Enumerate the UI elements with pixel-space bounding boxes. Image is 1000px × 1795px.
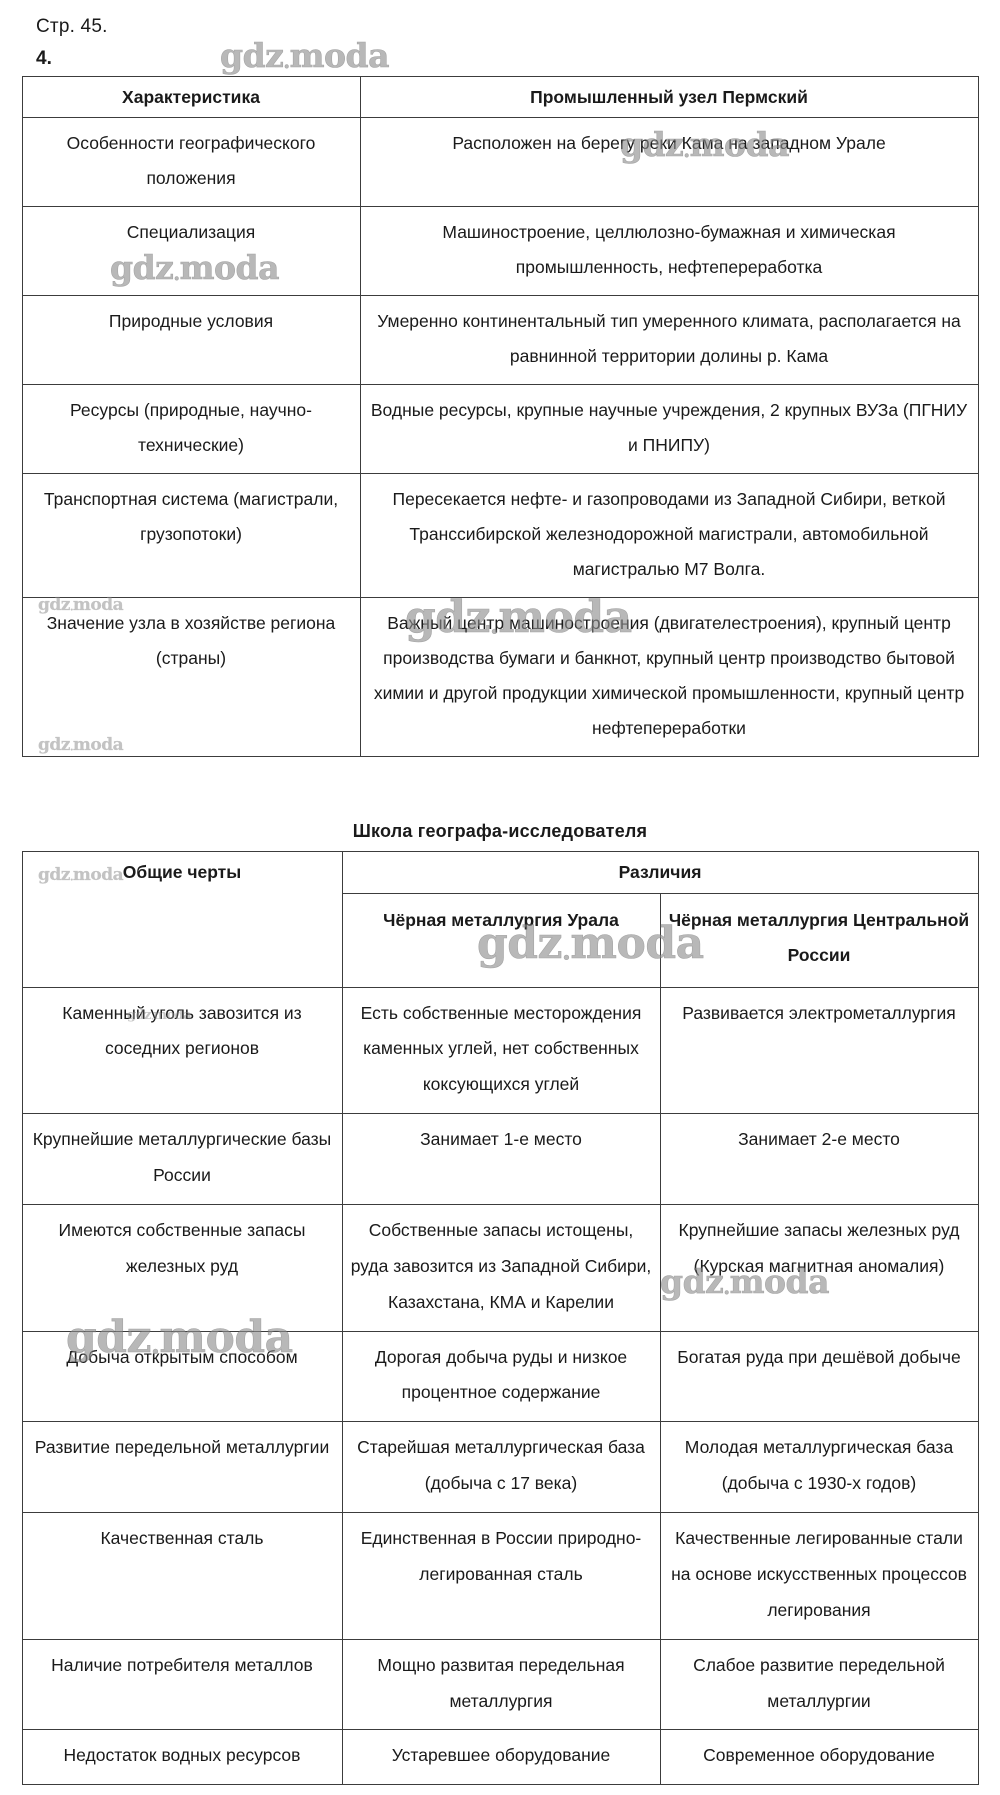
column-header-central-russia-metallurgy: Чёрная металлургия Центральной России <box>659 892 979 988</box>
cell-central: Молодая металлургическая база (добыча с … <box>659 1421 979 1513</box>
cell-ural: Устаревшее оборудование <box>341 1729 661 1786</box>
cell-central: Современное оборудование <box>659 1729 979 1786</box>
cell-characteristic: Ресурсы (природные, научно-технические) <box>21 384 361 475</box>
table-row: Добыча открытым способом Дорогая добыча … <box>21 1330 979 1423</box>
cell-value: Расположен на берегу реки Кама на западн… <box>359 117 979 208</box>
table-row: Имеются собственные запасы железных руд … <box>21 1203 979 1332</box>
cell-central: Развивается электрометаллургия <box>659 986 979 1115</box>
task-number: 4. <box>36 48 52 69</box>
table-header-row-sub: Чёрная металлургия Урала Чёрная металлур… <box>22 892 979 988</box>
cell-characteristic: Природные условия <box>21 295 361 386</box>
cell-common: Добыча открытым способом <box>21 1330 343 1423</box>
cell-ural: Собственные запасы истощены, руда завози… <box>341 1203 661 1332</box>
column-header-ural-metallurgy: Чёрная металлургия Урала <box>341 892 661 988</box>
cell-central: Слабое развитие передельной металлургии <box>659 1638 979 1731</box>
column-header-node: Промышленный узел Пермский <box>359 75 979 119</box>
page-reference: Стр. 45. <box>36 16 108 37</box>
table-row: Каменный уголь завозится из соседних рег… <box>21 986 979 1115</box>
column-header-characteristic: Характеристика <box>21 75 361 119</box>
table-row: Особенности географического положения Ра… <box>21 117 979 208</box>
cell-ural: Занимает 1-е место <box>341 1113 661 1205</box>
table-row: Недостаток водных ресурсов Устаревшее об… <box>21 1729 979 1786</box>
cell-central: Занимает 2-е место <box>659 1113 979 1205</box>
cell-ural: Есть собственные месторождения каменных … <box>341 986 661 1115</box>
table-header-row-top: Общие черты Различия <box>21 851 979 988</box>
cell-common: Имеются собственные запасы железных руд <box>21 1203 343 1332</box>
cell-value: Умеренно континентальный тип умеренного … <box>359 295 979 386</box>
cell-central: Крупнейшие запасы железных руд (Курская … <box>659 1203 979 1332</box>
table-row: Ресурсы (природные, научно-технические) … <box>21 384 979 475</box>
cell-characteristic: Транспортная система (магистрали, грузоп… <box>21 473 361 599</box>
cell-ural: Дорогая добыча руды и низкое процентное … <box>341 1330 661 1423</box>
cell-value: Машиностроение, целлюлозно-бумажная и хи… <box>359 206 979 297</box>
cell-central: Качественные легированные стали на основ… <box>659 1512 979 1640</box>
cell-common: Наличие потребителя металлов <box>21 1638 343 1731</box>
table-row: Транспортная система (магистрали, грузоп… <box>21 473 979 599</box>
cell-common: Развитие передельной металлургии <box>21 1421 343 1513</box>
table-row: Значение узла в хозяйстве региона (стран… <box>21 597 979 758</box>
cell-ural: Старейшая металлургическая база (добыча … <box>341 1421 661 1513</box>
table-industrial-node-perm: Характеристика Промышленный узел Пермски… <box>21 75 979 758</box>
table-row: Специализация Машиностроение, целлюлозно… <box>21 206 979 297</box>
cell-value: Важный центр машиностроения (двигателест… <box>359 597 979 758</box>
cell-value: Пересекается нефте- и газопроводами из З… <box>359 473 979 599</box>
cell-ural: Мощно развитая передельная металлургия <box>341 1638 661 1731</box>
table-metallurgy-comparison: Общие черты Различия Чёрная металлургия … <box>21 851 979 1786</box>
cell-characteristic: Специализация <box>21 206 361 297</box>
table-row: Качественная сталь Единственная в России… <box>21 1512 979 1640</box>
cell-ural: Единственная в России природно-легирован… <box>341 1512 661 1640</box>
cell-central: Богатая руда при дешёвой добыче <box>659 1330 979 1423</box>
column-header-differences: Различия <box>341 851 979 894</box>
table-row: Природные условия Умеренно континентальн… <box>21 295 979 386</box>
column-header-common-features: Общие черты <box>21 851 343 988</box>
section-title-school-geographer: Школа географа-исследователя <box>352 821 648 842</box>
cell-common: Каменный уголь завозится из соседних рег… <box>21 986 343 1115</box>
cell-characteristic: Особенности географического положения <box>21 117 361 208</box>
cell-characteristic: Значение узла в хозяйстве региона (стран… <box>21 597 361 758</box>
table-row: Крупнейшие металлургические базы России … <box>21 1113 979 1205</box>
table-header-row: Характеристика Промышленный узел Пермски… <box>21 75 979 119</box>
section-spacer <box>14 757 986 813</box>
cell-value: Водные ресурсы, крупные научные учрежден… <box>359 384 979 475</box>
cell-common: Недостаток водных ресурсов <box>21 1729 343 1786</box>
table-row: Наличие потребителя металлов Мощно разви… <box>21 1638 979 1731</box>
cell-common: Крупнейшие металлургические базы России <box>21 1113 343 1205</box>
cell-common: Качественная сталь <box>21 1512 343 1640</box>
table-row: Развитие передельной металлургии Старейш… <box>21 1421 979 1513</box>
